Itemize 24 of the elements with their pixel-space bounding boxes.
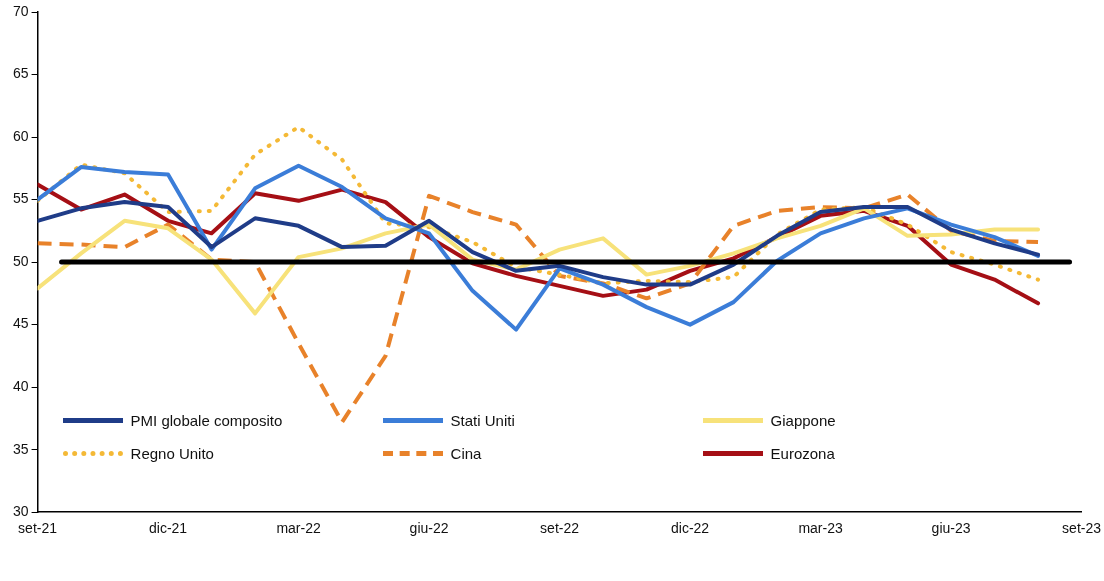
legend-label: Cina (450, 445, 482, 463)
y-tick-label: 30 (12, 503, 29, 520)
y-tick-label: 55 (12, 190, 29, 207)
y-tick-label: 70 (12, 2, 29, 19)
x-tick-label: giu-22 (409, 520, 449, 537)
y-tick-label: 65 (12, 65, 29, 82)
legend-label: PMI globale composito (130, 412, 283, 430)
y-tick-label: 60 (12, 127, 29, 144)
x-tick-label: set-22 (540, 520, 580, 537)
x-tick-label: mar-23 (798, 520, 843, 537)
legend-label: Eurozona (770, 445, 835, 463)
legend-label: Regno Unito (130, 445, 214, 463)
x-tick-label: dic-22 (670, 520, 710, 537)
y-tick-label: 45 (12, 315, 29, 332)
x-tick-label: giu-23 (931, 520, 971, 537)
x-tick-label: dic-21 (149, 520, 188, 537)
x-tick-label: mar-22 (276, 520, 321, 537)
legend-label: Giappone (770, 412, 836, 430)
y-tick-label: 40 (12, 378, 29, 395)
legend-label: Stati Uniti (450, 412, 515, 430)
x-tick-label: set-23 (1062, 520, 1102, 537)
x-tick-label: set-21 (18, 520, 58, 537)
y-tick-label: 35 (12, 440, 29, 457)
y-tick-label: 50 (12, 252, 29, 269)
